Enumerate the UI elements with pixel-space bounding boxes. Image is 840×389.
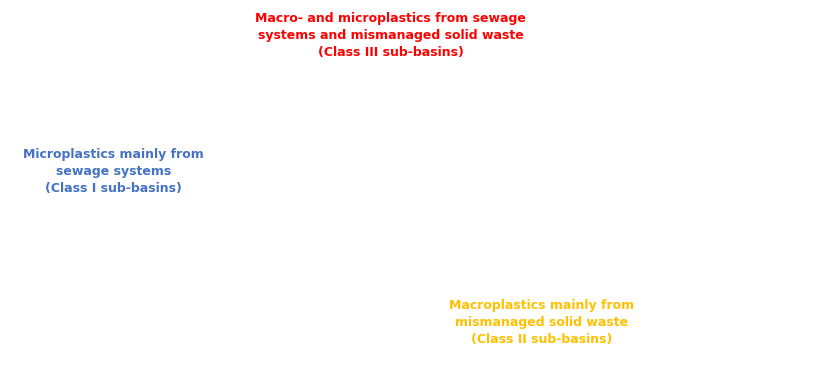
Text: Microplastics mainly from
sewage systems
(Class I sub-basins): Microplastics mainly from sewage systems… [23, 148, 204, 194]
Text: Macro- and microplastics from sewage
systems and mismanaged solid waste
(Class I: Macro- and microplastics from sewage sys… [255, 12, 526, 59]
Text: Macroplastics mainly from
mismanaged solid waste
(Class II sub-basins): Macroplastics mainly from mismanaged sol… [449, 300, 634, 346]
